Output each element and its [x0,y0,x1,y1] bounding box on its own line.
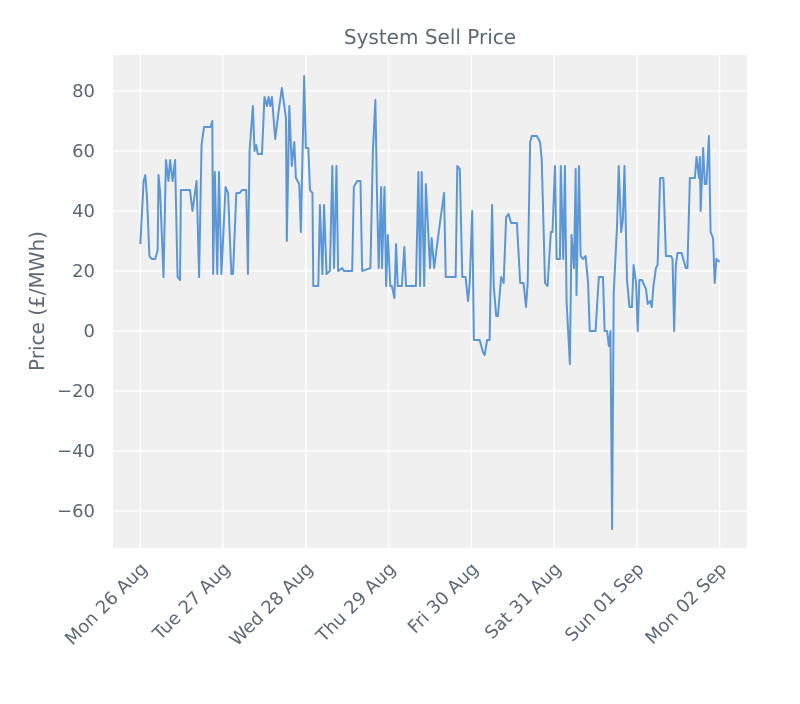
x-tick-label: Thu 29 Aug [312,559,401,648]
y-tick-label: 40 [72,201,95,222]
y-tick-label: −60 [57,501,95,522]
x-tick-label: Sat 31 Aug [481,559,566,644]
y-tick-label: 80 [72,81,95,102]
y-tick-label: −40 [57,441,95,462]
x-tick-label: Sun 01 Sep [561,559,648,646]
chart-title: System Sell Price [344,25,516,49]
x-tick-label: Fri 30 Aug [404,559,483,638]
y-tick-label: 60 [72,141,95,162]
x-tick-label: Wed 28 Aug [226,559,318,651]
price-line [139,75,721,531]
x-tick-label: Mon 02 Sep [641,559,731,649]
x-tick-label: Tue 27 Aug [148,559,234,645]
plot-area [113,55,747,548]
y-tick-label: 0 [84,321,95,342]
y-tick-label: −20 [57,381,95,402]
y-tick-label: 20 [72,261,95,282]
x-tick-label: Mon 26 Aug [61,559,152,650]
y-axis-label: Price (£/MWh) [25,231,49,371]
